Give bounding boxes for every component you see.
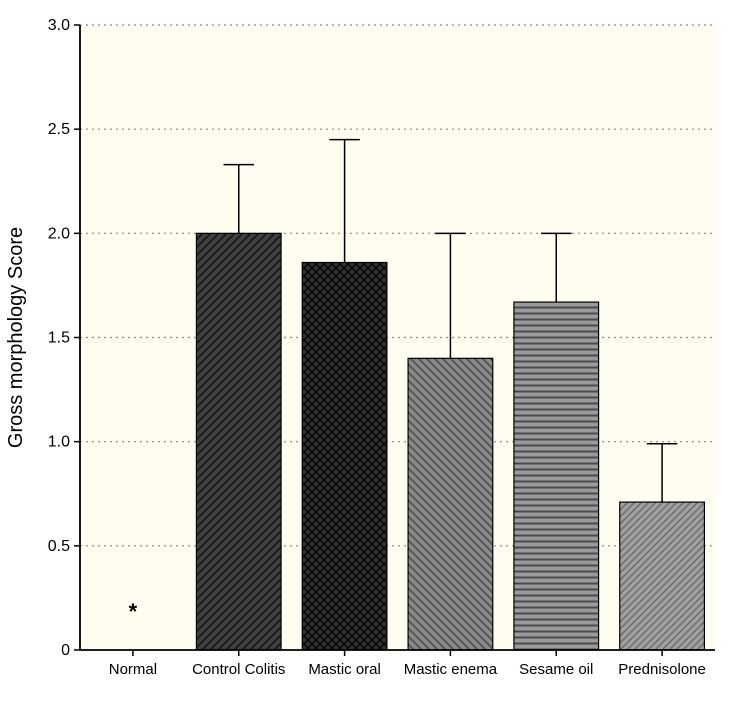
- svg-text:3.0: 3.0: [48, 17, 70, 34]
- y-axis-label: Gross morphology Score: [5, 227, 27, 448]
- x-axis-label: Mastic oral: [308, 661, 381, 678]
- svg-text:2.0: 2.0: [48, 225, 70, 242]
- svg-text:0.5: 0.5: [48, 538, 70, 555]
- annotation-star: *: [129, 599, 138, 624]
- x-axis-label: Sesame oil: [519, 661, 593, 678]
- x-axis-label: Control Colitis: [192, 661, 285, 678]
- svg-text:0: 0: [61, 642, 70, 659]
- x-axis-label: Normal: [109, 661, 157, 678]
- bar: [514, 302, 599, 650]
- x-axis-label: Mastic enema: [404, 661, 498, 678]
- bar: [408, 358, 493, 650]
- bar: [620, 502, 705, 650]
- bar: [196, 233, 281, 650]
- svg-text:2.5: 2.5: [48, 121, 70, 138]
- bar: [302, 263, 387, 651]
- chart-container: 0 0.5 1.0 1.5 2.0 2.5 3.0 Normal Control Colitis…: [0, 0, 735, 709]
- svg-text:1.5: 1.5: [48, 330, 70, 347]
- bar-chart: 0 0.5 1.0 1.5 2.0 2.5 3.0 Normal Control Colitis…: [0, 0, 735, 709]
- x-axis-label: Prednisolone: [618, 661, 706, 678]
- svg-text:1.0: 1.0: [48, 434, 70, 451]
